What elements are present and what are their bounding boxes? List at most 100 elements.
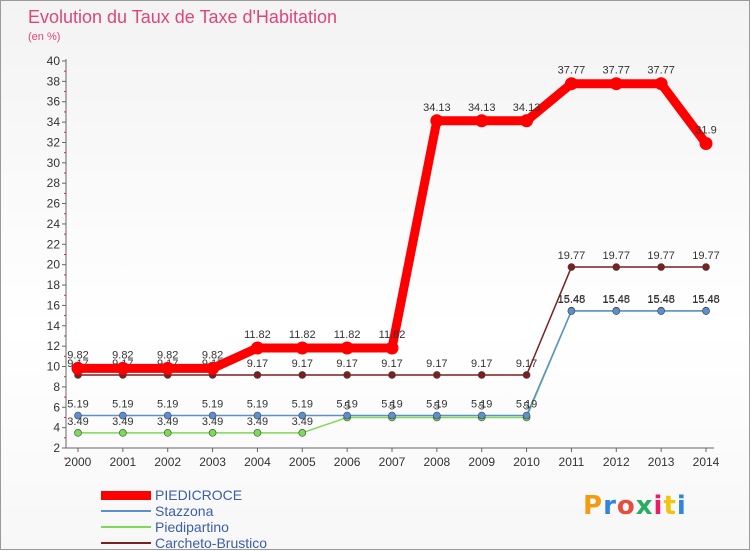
y-tick-label: 30 [47,156,61,170]
data-label-piedicroce: 31.9 [695,124,716,136]
data-label-piedipartino: 3.49 [292,416,313,428]
x-tick-label: 2013 [648,455,675,469]
logo-letter: i [653,491,664,521]
data-point-stazzona [119,411,127,420]
x-tick-label: 2010 [513,455,540,469]
logo-letter: P [583,491,604,521]
data-point-piedipartino [253,429,262,437]
data-label-stazzona: 5.19 [516,399,537,411]
x-tick-label: 2012 [603,455,630,469]
y-tick-label: 18 [47,278,61,292]
data-label-stazzona: 5.19 [202,399,223,411]
y-tick-label: 8 [53,380,60,394]
legend-swatch-carcheto-brustico [101,542,151,544]
y-tick-label: 34 [47,115,61,129]
x-tick-label: 2004 [244,455,271,469]
data-label-stazzona: 5.19 [471,399,492,411]
legend-swatch-piedicroce [101,490,151,500]
legend-label-piedicroce: PIEDICROCE [155,487,243,503]
data-point-stazzona [477,411,486,420]
data-label-carcheto-brustico: 9.17 [471,358,492,370]
logo-letter: r [603,491,617,521]
legend-swatch-stazzona [101,510,151,512]
logo-letter: o [616,491,636,521]
data-label-stazzona: 5.19 [112,399,133,411]
logo-letter: x [635,491,654,521]
y-tick-label: 20 [47,258,61,272]
data-label-stazzona: 5.19 [292,399,313,411]
proxiti-logo: Proxiti [583,491,687,521]
data-label-piedipartino: 15.48 [647,294,675,306]
legend-label-stazzona: Stazzona [155,503,214,519]
data-point-piedicroce [250,341,264,355]
data-point-carcheto-brustico [477,371,486,379]
chart-subtitle: (en %) [28,31,61,43]
data-label-carcheto-brustico: 9.17 [247,358,268,370]
data-point-carcheto-brustico [612,263,621,271]
x-tick-label: 2014 [693,455,720,469]
chart-title: Evolution du Taux de Taxe d'Habitation [28,7,337,27]
data-point-carcheto-brustico [433,371,441,379]
data-label-carcheto-brustico: 9.17 [516,358,537,370]
data-point-stazzona [298,411,307,420]
data-label-carcheto-brustico: 9.17 [381,358,402,370]
data-point-piedicroce [295,341,309,355]
data-label-piedicroce: 34.13 [468,102,496,114]
logo-letter: i [676,491,687,521]
y-tick-label: 36 [47,95,61,109]
data-point-piedicroce [71,361,85,375]
data-label-piedipartino: 3.49 [112,416,133,428]
data-label-stazzona: 5.19 [67,399,88,411]
data-label-stazzona: 5.19 [247,399,268,411]
data-label-stazzona: 15.45 [558,294,586,306]
data-label-carcheto-brustico: 9.17 [336,358,357,370]
data-point-carcheto-brustico [298,371,307,379]
data-point-carcheto-brustico [388,371,396,379]
data-label-piedicroce: 9.82 [157,349,178,361]
data-point-piedipartino [163,429,172,437]
data-label-piedicroce: 9.82 [67,349,88,361]
legend-swatch-piedipartino [101,526,151,528]
x-tick-label: 2002 [154,455,181,469]
data-point-piedicroce [475,114,489,128]
data-point-carcheto-brustico [522,371,531,379]
data-label-piedipartino: 15.48 [558,294,586,306]
data-point-stazzona [343,411,351,420]
data-label-carcheto-brustico: 9.17 [426,358,447,370]
y-tick-label: 24 [47,217,61,231]
x-tick-label: 2000 [65,455,92,469]
data-label-piedipartino: 5 [344,400,350,412]
data-point-piedicroce [116,361,130,375]
y-tick-label: 6 [53,400,60,414]
data-label-stazzona: 5.19 [381,399,402,411]
data-point-carcheto-brustico [657,263,665,271]
data-label-piedicroce: 34.13 [423,102,451,114]
data-point-piedipartino [74,429,82,437]
data-label-piedipartino: 15.48 [692,294,720,306]
data-label-carcheto-brustico: 19.77 [647,250,675,262]
y-tick-label: 40 [47,54,61,68]
data-label-piedipartino: 5 [479,400,485,412]
data-point-piedicroce [654,77,668,91]
x-tick-label: 2009 [468,455,495,469]
data-label-piedipartino: 15.48 [603,294,631,306]
data-point-stazzona [657,307,665,315]
data-label-piedicroce: 9.82 [112,349,133,361]
y-tick-label: 2 [53,441,60,455]
y-tick-label: 26 [47,197,61,211]
x-tick-label: 2007 [379,455,406,469]
data-label-piedicroce: 37.77 [558,65,586,77]
data-point-piedicroce [699,136,713,150]
data-point-carcheto-brustico [567,263,576,271]
data-label-stazzona: 5.19 [336,399,357,411]
data-label-piedicroce: 11.82 [379,329,406,341]
data-point-piedicroce [206,361,220,375]
x-tick-label: 2003 [199,455,226,469]
y-tick-label: 16 [47,298,61,312]
data-label-piedipartino: 5 [524,400,530,412]
data-point-piedipartino [298,429,307,437]
y-tick-label: 4 [53,421,60,435]
data-point-stazzona [522,411,531,420]
data-label-piedicroce: 11.82 [334,329,361,341]
